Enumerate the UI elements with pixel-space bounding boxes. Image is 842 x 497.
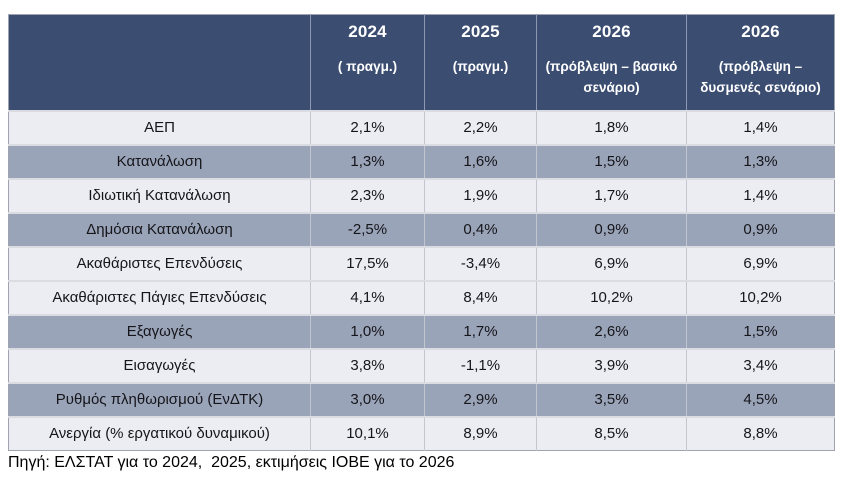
value-cell: 3,4% xyxy=(686,347,835,383)
value-cell: 1,8% xyxy=(536,109,687,145)
col-year-label: 2026 xyxy=(592,22,631,41)
value-cell: 6,9% xyxy=(686,245,835,281)
value-cell: 10,2% xyxy=(686,279,835,315)
value-cell: 1,4% xyxy=(686,177,835,213)
value-cell: 1,6% xyxy=(424,143,537,179)
col-note-label: (πρόβλεψη – βασικό σενάριο) xyxy=(545,59,678,95)
table-row: Ανεργία (% εργατικού δυναμικού) 10,1% 8,9%… xyxy=(8,415,835,451)
value-cell: 2,3% xyxy=(310,177,425,213)
row-label: ΑΕΠ xyxy=(8,109,311,145)
value-cell: 10,1% xyxy=(310,415,425,451)
row-label: Εξαγωγές xyxy=(8,313,311,349)
table-row: Ακαθάριστες Επενδύσεις 17,5% -3,4% 6,9% 6,9% xyxy=(8,245,835,281)
header-row: 2024 ( πραγμ.) 2025 (πραγμ.) 2026 (πρόβλ… xyxy=(8,14,835,111)
row-label: Ανεργία (% εργατικού δυναμικού) xyxy=(8,415,311,451)
table-header: 2024 ( πραγμ.) 2025 (πραγμ.) 2026 (πρόβλ… xyxy=(8,14,835,111)
value-cell: 3,8% xyxy=(310,347,425,383)
table-row: Εισαγωγές 3,8% -1,1% 3,9% 3,4% xyxy=(8,347,835,383)
value-cell: -2,5% xyxy=(310,211,425,247)
col-note-label: (πρόβλεψη – δυσμενές σενάριο) xyxy=(700,59,821,95)
col-header-2026-adverse: 2026 (πρόβλεψη – δυσμενές σενάριο) xyxy=(686,14,835,111)
table-row: Ρυθμός πληθωρισμού (ΕνΔΤΚ) 3,0% 2,9% 3,5% 4,… xyxy=(8,381,835,417)
row-label: Εισαγωγές xyxy=(8,347,311,383)
value-cell: -3,4% xyxy=(424,245,537,281)
value-cell: 4,1% xyxy=(310,279,425,315)
table-row: Δημόσια Κατανάλωση -2,5% 0,4% 0,9% 0,9% xyxy=(8,211,835,247)
table-row: Κατανάλωση 1,3% 1,6% 1,5% 1,3% xyxy=(8,143,835,179)
value-cell: 3,9% xyxy=(536,347,687,383)
value-cell: 2,6% xyxy=(536,313,687,349)
col-year-label: 2026 xyxy=(741,22,780,41)
value-cell: 8,4% xyxy=(424,279,537,315)
col-year-label: 2025 xyxy=(461,22,500,41)
value-cell: 1,3% xyxy=(310,143,425,179)
value-cell: 8,5% xyxy=(536,415,687,451)
col-header-2025: 2025 (πραγμ.) xyxy=(424,14,537,111)
value-cell: 6,9% xyxy=(536,245,687,281)
forecast-table-container: 2024 ( πραγμ.) 2025 (πραγμ.) 2026 (πρόβλ… xyxy=(8,14,835,451)
row-label: Ακαθάριστες Επενδύσεις xyxy=(8,245,311,281)
table-row: Εξαγωγές 1,0% 1,7% 2,6% 1,5% xyxy=(8,313,835,349)
value-cell: 0,9% xyxy=(536,211,687,247)
source-note: Πηγή: ΕΛΣΤΑΤ για το 2024, 2025, εκτιμήσε… xyxy=(8,454,455,471)
value-cell: 1,3% xyxy=(686,143,835,179)
value-cell: 1,7% xyxy=(424,313,537,349)
value-cell: 17,5% xyxy=(310,245,425,281)
row-label: Ιδιωτική Κατανάλωση xyxy=(8,177,311,213)
table-row: ΑΕΠ 2,1% 2,2% 1,8% 1,4% xyxy=(8,109,835,145)
value-cell: 1,0% xyxy=(310,313,425,349)
value-cell: 4,5% xyxy=(686,381,835,417)
col-header-2026-basic: 2026 (πρόβλεψη – βασικό σενάριο) xyxy=(536,14,687,111)
value-cell: 2,2% xyxy=(424,109,537,145)
col-header-2024: 2024 ( πραγμ.) xyxy=(310,14,425,111)
col-year-label: 2024 xyxy=(348,22,387,41)
value-cell: -1,1% xyxy=(424,347,537,383)
value-cell: 1,9% xyxy=(424,177,537,213)
col-note-label: ( πραγμ.) xyxy=(337,59,398,75)
value-cell: 1,5% xyxy=(536,143,687,179)
table-body: ΑΕΠ 2,1% 2,2% 1,8% 1,4% Κατανάλωση 1,3% 1,6% 1,5… xyxy=(8,109,835,451)
value-cell: 1,5% xyxy=(686,313,835,349)
value-cell: 8,9% xyxy=(424,415,537,451)
value-cell: 2,1% xyxy=(310,109,425,145)
table-row: Ιδιωτική Κατανάλωση 2,3% 1,9% 1,7% 1,4% xyxy=(8,177,835,213)
macro-forecast-table: 2024 ( πραγμ.) 2025 (πραγμ.) 2026 (πρόβλ… xyxy=(8,14,835,451)
value-cell: 0,4% xyxy=(424,211,537,247)
corner-header-cell xyxy=(8,14,311,111)
value-cell: 8,8% xyxy=(686,415,835,451)
value-cell: 1,4% xyxy=(686,109,835,145)
row-label: Ακαθάριστες Πάγιες Επενδύσεις xyxy=(8,279,311,315)
row-label: Δημόσια Κατανάλωση xyxy=(8,211,311,247)
value-cell: 3,5% xyxy=(536,381,687,417)
value-cell: 2,9% xyxy=(424,381,537,417)
row-label: Ρυθμός πληθωρισμού (ΕνΔΤΚ) xyxy=(8,381,311,417)
col-note-label: (πραγμ.) xyxy=(452,59,509,75)
value-cell: 3,0% xyxy=(310,381,425,417)
row-label: Κατανάλωση xyxy=(8,143,311,179)
value-cell: 1,7% xyxy=(536,177,687,213)
value-cell: 10,2% xyxy=(536,279,687,315)
table-row: Ακαθάριστες Πάγιες Επενδύσεις 4,1% 8,4% 10,… xyxy=(8,279,835,315)
value-cell: 0,9% xyxy=(686,211,835,247)
